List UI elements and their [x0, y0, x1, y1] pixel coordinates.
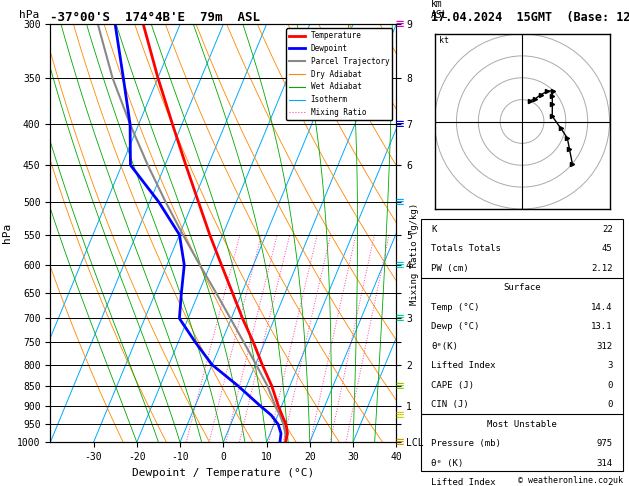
Text: 2.12: 2.12 [591, 264, 613, 273]
Text: 2: 2 [607, 478, 613, 486]
Text: Most Unstable: Most Unstable [487, 419, 557, 429]
Y-axis label: hPa: hPa [1, 223, 11, 243]
Text: ≡: ≡ [395, 17, 404, 31]
Text: ≡: ≡ [395, 117, 404, 131]
Text: kt: kt [439, 36, 449, 45]
Text: 13.1: 13.1 [591, 322, 613, 331]
Text: θᵉ (K): θᵉ (K) [431, 458, 464, 468]
Text: 975: 975 [596, 439, 613, 448]
Text: Surface: Surface [503, 283, 541, 293]
Text: Totals Totals: Totals Totals [431, 244, 501, 254]
Text: Mixing Ratio (g/kg): Mixing Ratio (g/kg) [410, 203, 419, 305]
Text: © weatheronline.co.uk: © weatheronline.co.uk [518, 476, 623, 485]
Text: ≡: ≡ [395, 312, 404, 326]
Text: Lifted Index: Lifted Index [431, 361, 496, 370]
Text: 0: 0 [607, 400, 613, 409]
Text: 314: 314 [596, 458, 613, 468]
Text: ≡: ≡ [395, 408, 404, 422]
Text: 0: 0 [607, 381, 613, 390]
Text: -37°00'S  174°4B'E  79m  ASL: -37°00'S 174°4B'E 79m ASL [50, 11, 260, 24]
Text: θᵉ(K): θᵉ(K) [431, 342, 459, 351]
Text: hPa: hPa [19, 10, 40, 20]
Text: PW (cm): PW (cm) [431, 264, 469, 273]
Text: Dewp (°C): Dewp (°C) [431, 322, 480, 331]
Text: 22: 22 [602, 225, 613, 234]
Text: Pressure (mb): Pressure (mb) [431, 439, 501, 448]
Text: 17.04.2024  15GMT  (Base: 12): 17.04.2024 15GMT (Base: 12) [431, 11, 629, 24]
X-axis label: Dewpoint / Temperature (°C): Dewpoint / Temperature (°C) [132, 468, 314, 478]
Text: km
ASL: km ASL [431, 0, 448, 20]
Text: ≡: ≡ [395, 379, 404, 393]
Text: CAPE (J): CAPE (J) [431, 381, 474, 390]
Text: CIN (J): CIN (J) [431, 400, 469, 409]
Text: 14.4: 14.4 [591, 303, 613, 312]
Text: ≡: ≡ [395, 194, 404, 208]
Text: Temp (°C): Temp (°C) [431, 303, 480, 312]
Text: ≡: ≡ [395, 435, 404, 449]
Text: ≡: ≡ [395, 258, 404, 272]
Text: K: K [431, 225, 437, 234]
Text: 3: 3 [607, 361, 613, 370]
Text: 312: 312 [596, 342, 613, 351]
Text: Lifted Index: Lifted Index [431, 478, 496, 486]
Text: 45: 45 [602, 244, 613, 254]
Legend: Temperature, Dewpoint, Parcel Trajectory, Dry Adiabat, Wet Adiabat, Isotherm, Mi: Temperature, Dewpoint, Parcel Trajectory… [286, 28, 392, 120]
